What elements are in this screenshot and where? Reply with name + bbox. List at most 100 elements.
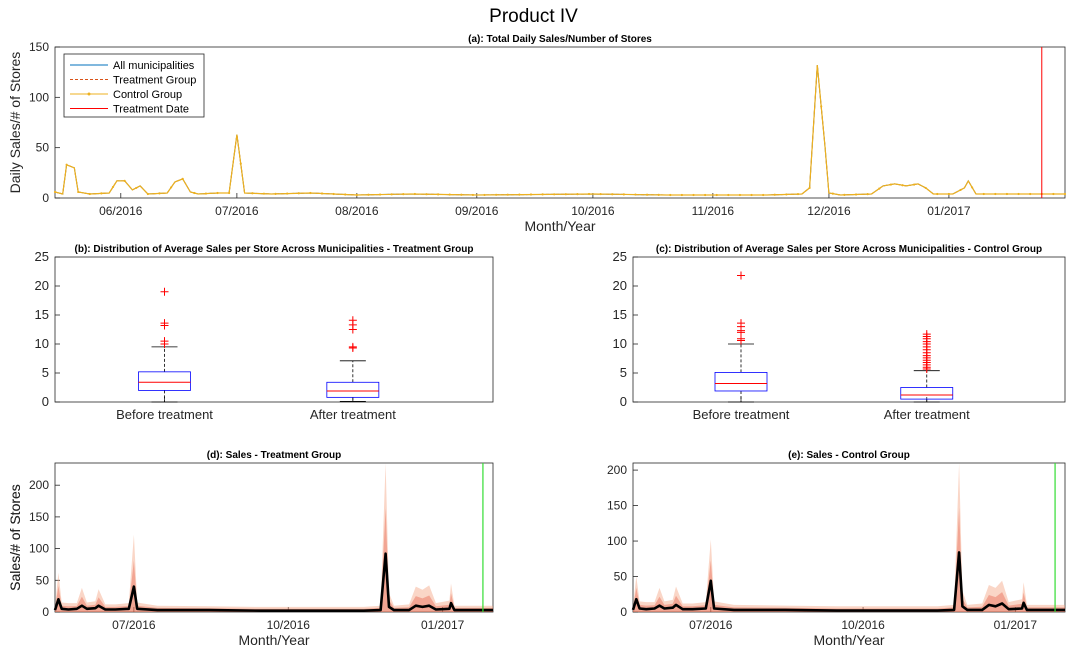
control-group-marker <box>390 193 393 196</box>
category-label: Before treatment <box>116 407 213 422</box>
control-group-marker <box>437 193 440 196</box>
control-group-marker <box>216 191 219 195</box>
control-group-marker <box>77 190 80 194</box>
control-group-marker <box>959 188 962 192</box>
y-tick-label: 100 <box>29 90 49 104</box>
control-group-marker <box>901 184 904 187</box>
iqr-box <box>138 371 191 391</box>
control-group-marker <box>912 183 916 186</box>
y-tick-label: 5 <box>42 365 49 380</box>
y-tick-label: 20 <box>35 278 49 293</box>
y-tick-label: 150 <box>607 499 627 513</box>
panel-b: 0 5 10 15 20 25 (b): Distribution of Average S… <box>35 244 494 422</box>
iqr-box <box>326 381 380 398</box>
panel-title: (b): Distribution of Average Sales per S… <box>75 244 474 255</box>
x-tick-label: 07/2016 <box>215 204 259 218</box>
outlier-marker <box>160 319 169 328</box>
spread-envelope <box>633 463 1065 612</box>
x-tick-label: 01/2017 <box>927 204 971 218</box>
y-axis-label: Sales/# of Stores <box>7 484 23 591</box>
panel-a: 0 50 100 150 (a): Total Daily Sales/Number o… <box>7 34 1067 234</box>
control-group-marker <box>506 193 509 196</box>
control-group-marker <box>518 193 521 196</box>
control-group-marker <box>971 186 974 189</box>
control-group-marker <box>262 192 266 195</box>
x-axis-label: Month/Year <box>524 218 595 234</box>
control-group-marker <box>808 186 811 190</box>
y-tick-label: 0 <box>620 394 627 409</box>
x-tick-label: 07/2016 <box>689 618 733 632</box>
control-group-marker <box>611 193 614 196</box>
control-group-marker <box>1017 192 1020 196</box>
x-tick-label: 01/2017 <box>421 618 465 632</box>
control-group-marker <box>564 193 567 196</box>
control-group-marker <box>355 193 358 197</box>
control-group-marker <box>982 192 985 196</box>
legend-label: Control Group <box>113 89 182 101</box>
control-group-marker <box>692 193 695 197</box>
y-axis-label: Sales/# of Stores <box>7 484 23 591</box>
control-group-marker <box>1029 192 1032 196</box>
control-group-marker <box>854 193 858 196</box>
control-group-marker <box>169 186 173 189</box>
iqr-box <box>714 372 768 392</box>
y-tick-label: 0 <box>42 191 49 205</box>
control-group-marker <box>750 193 753 197</box>
series-treatment-group <box>54 65 1065 196</box>
outlier-marker <box>160 337 169 346</box>
panel-title: (c): Distribution of Average Sales per S… <box>656 244 1042 255</box>
control-group-marker <box>413 192 416 196</box>
control-group-marker <box>483 193 486 197</box>
control-group-marker <box>576 193 579 196</box>
control-group-marker <box>320 192 324 195</box>
control-group-marker <box>471 193 475 197</box>
control-group-marker <box>773 193 776 196</box>
control-group-marker <box>924 186 927 190</box>
legend-label: All municipalities <box>113 60 195 72</box>
panel-e: 0 50 100 150 200 (e): Sales - Control Group 07… <box>7 450 1066 648</box>
control-group-marker <box>599 192 602 196</box>
y-tick-label: 50 <box>614 570 628 584</box>
panel-title: (e): Sales - Control Group <box>788 450 910 461</box>
control-group-marker <box>309 191 312 195</box>
control-group-marker <box>1052 192 1055 196</box>
y-tick-label: 100 <box>29 542 49 556</box>
outlier-marker <box>348 316 357 325</box>
axes-box <box>54 256 494 403</box>
control-group-marker <box>111 185 115 189</box>
control-group-marker <box>994 192 997 196</box>
control-group-marker <box>448 193 451 196</box>
control-group-marker <box>831 192 834 195</box>
control-group-marker <box>889 183 892 186</box>
outlier-marker <box>160 287 169 296</box>
axes-box <box>54 462 494 613</box>
control-group-marker <box>843 193 846 196</box>
control-group-marker <box>785 193 788 196</box>
outlier-marker <box>737 319 745 328</box>
outlier-marker <box>348 342 357 351</box>
legend-label: Treatment Group <box>113 75 196 87</box>
series-all-municipalities <box>54 65 1065 196</box>
control-group-marker <box>65 163 68 166</box>
x-tick-label: 10/2016 <box>841 618 885 632</box>
y-tick-label: 100 <box>607 534 627 548</box>
spread-inner-band <box>55 508 493 612</box>
control-group-marker <box>738 193 742 197</box>
control-group-marker <box>332 192 335 196</box>
control-group-marker <box>251 192 254 195</box>
y-tick-label: 10 <box>35 336 49 351</box>
control-group-marker <box>402 193 405 196</box>
control-group-marker <box>146 192 149 196</box>
control-group-marker <box>53 190 57 194</box>
x-axis-label: Month/Year <box>813 632 884 648</box>
control-group-marker <box>762 193 765 197</box>
y-tick-label: 10 <box>613 336 627 351</box>
x-tick-label: 09/2016 <box>455 204 499 218</box>
control-group-marker <box>727 193 730 197</box>
panel-title: (a): Total Daily Sales/Number of Stores <box>468 34 652 45</box>
category-label: After treatment <box>884 407 970 422</box>
outlier-marker <box>737 271 745 280</box>
control-group-marker <box>425 193 428 196</box>
x-tick-label: 07/2016 <box>112 618 156 632</box>
panel-d: 0 50 100 150 200 (d): Sales - Treatment Group… <box>7 450 494 648</box>
